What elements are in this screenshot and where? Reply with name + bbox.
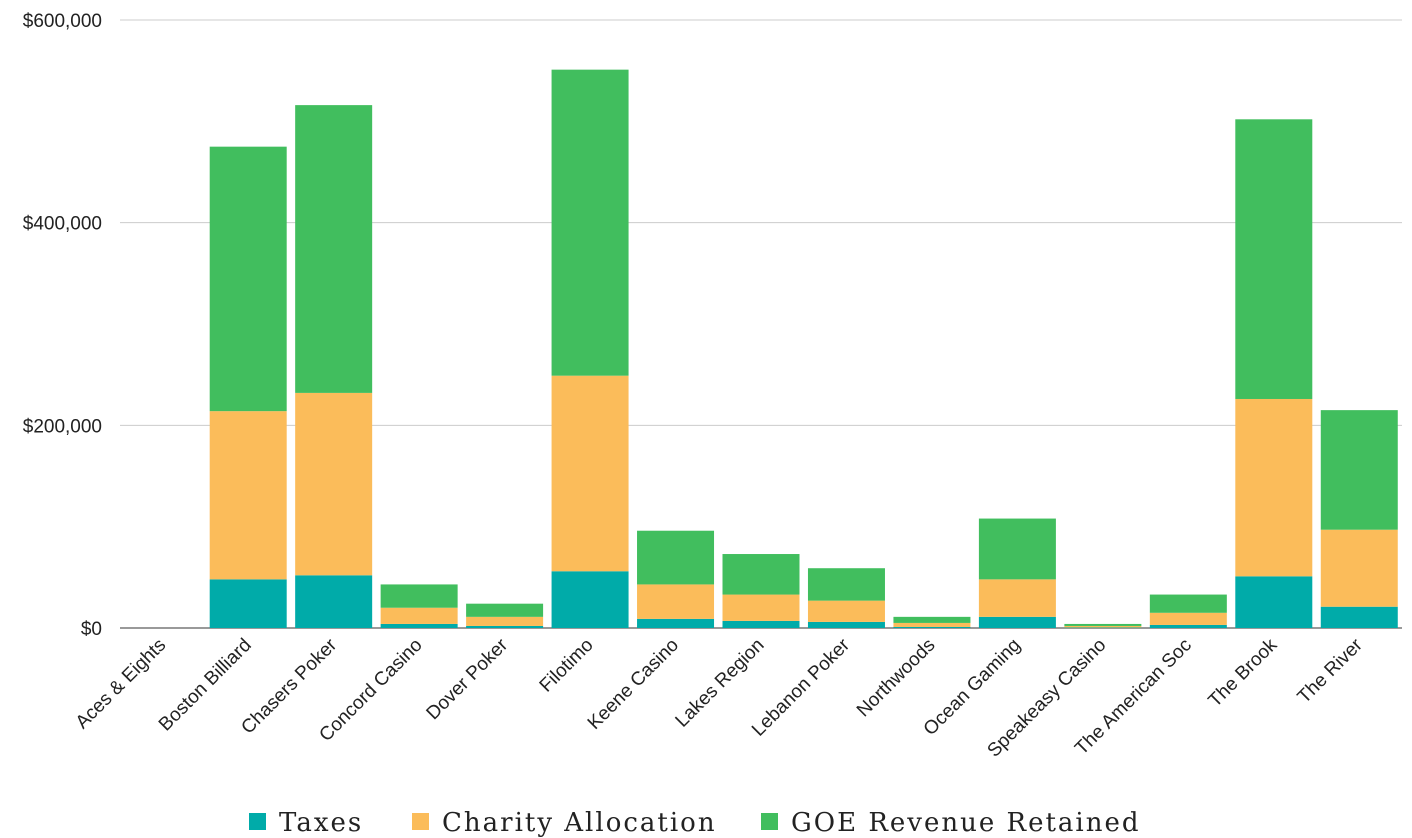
- bar-segment: [380, 607, 458, 624]
- bar-segment: [1320, 606, 1398, 628]
- bar-segment: [295, 105, 373, 393]
- x-tick-label: Lakes Region: [672, 635, 769, 732]
- bar-segment: [637, 584, 715, 619]
- legend-swatch: [249, 813, 266, 830]
- bar-segment: [551, 69, 629, 376]
- bar-segment: [380, 623, 458, 628]
- bar-segment: [978, 579, 1056, 617]
- bar-segment: [1064, 623, 1142, 626]
- bar-segment: [722, 594, 800, 621]
- bar-segment: [978, 518, 1056, 580]
- bar-segment: [1235, 398, 1313, 577]
- legend-label: Charity Allocation: [442, 808, 717, 838]
- bar-segment: [637, 530, 715, 585]
- x-tick-label: Keene Casino: [584, 635, 683, 734]
- bar-segment: [466, 603, 544, 617]
- bars: [209, 69, 1398, 628]
- bar-segment: [893, 626, 971, 628]
- bar-segment: [1064, 627, 1142, 628]
- x-tick-label: Dover Poker: [423, 634, 513, 724]
- y-tick-label: $400,000: [23, 214, 102, 235]
- bar-segment: [1149, 594, 1227, 613]
- bar-segment: [978, 616, 1056, 628]
- y-axis-ticks: $0 $200,000 $400,000 $600,000: [23, 11, 102, 640]
- bar-segment: [722, 620, 800, 628]
- legend-label: GOE Revenue Retained: [791, 808, 1141, 838]
- bar-segment: [893, 616, 971, 623]
- bar-segment: [893, 622, 971, 627]
- bar-segment: [1149, 624, 1227, 628]
- bar-segment: [807, 568, 885, 601]
- legend-swatch: [761, 813, 778, 830]
- bar-segment: [295, 575, 373, 628]
- bar-segment: [1320, 529, 1398, 607]
- bar-segment: [209, 146, 287, 412]
- y-tick-label: $200,000: [23, 416, 102, 437]
- bar-segment: [551, 375, 629, 572]
- bar-segment: [637, 618, 715, 628]
- legend-swatch: [412, 813, 429, 830]
- bar-segment: [295, 392, 373, 576]
- bar-segment: [1320, 410, 1398, 530]
- bar-segment: [466, 616, 544, 626]
- bar-segment: [209, 411, 287, 580]
- x-tick-label: Aces & Eights: [72, 635, 170, 733]
- y-tick-label: $600,000: [23, 11, 102, 32]
- x-tick-label: The Brook: [1205, 634, 1282, 711]
- bar-segment: [380, 584, 458, 608]
- bar-segment: [466, 625, 544, 628]
- bar-segment: [807, 600, 885, 622]
- bar-segment: [1235, 119, 1313, 399]
- bar-segment: [1149, 612, 1227, 625]
- y-tick-label: $0: [81, 619, 102, 640]
- bar-segment: [807, 621, 885, 628]
- bar-segment: [1235, 576, 1313, 628]
- x-tick-label: The River: [1294, 634, 1368, 708]
- x-tick-label: Filotimo: [536, 635, 598, 697]
- bar-segment: [551, 571, 629, 628]
- bar-segment: [722, 554, 800, 595]
- legend: Taxes Charity Allocation GOE Revenue Retai…: [249, 808, 1141, 838]
- x-tick-label: Northwoods: [853, 635, 940, 722]
- bar-segment: [209, 579, 287, 628]
- legend-label: Taxes: [279, 808, 363, 838]
- bar-segment: [1064, 625, 1142, 628]
